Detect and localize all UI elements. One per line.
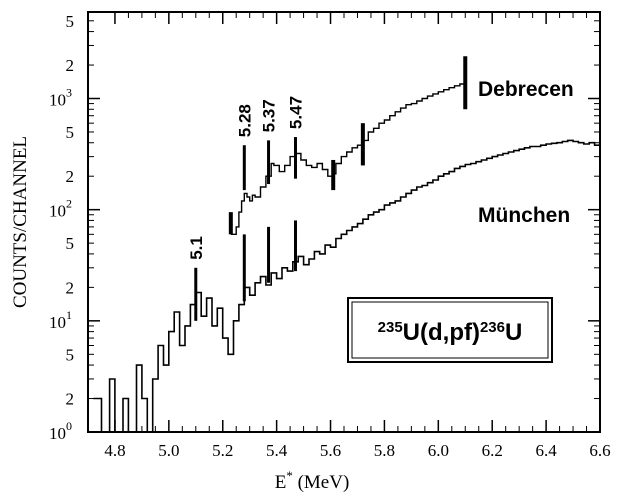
reaction-label-mass-out: 236 [480, 319, 505, 336]
series-label-debrecen: Debrecen [478, 78, 574, 101]
y-minor-label: 5 [66, 345, 75, 364]
reaction-label-end: U [505, 319, 522, 346]
x-tick-label: 5.0 [158, 441, 179, 460]
y-tick-labels: 100 101 102 103 2 5 2 5 2 5 2 5 [49, 12, 74, 443]
x-axis-title-unit: (MeV) [298, 472, 350, 493]
x-tick-labels: 4.8 5.0 5.2 5.4 5.6 5.8 6.0 6.2 6.4 6.6 [104, 441, 610, 460]
y-minor-label: 5 [66, 234, 75, 253]
x-tick-label: 6.2 [482, 441, 503, 460]
x-tick-label: 6.6 [589, 441, 610, 460]
reaction-label-main: U(d,pf) [403, 319, 480, 346]
peak-marker-label: 5.37 [260, 99, 279, 132]
reaction-label: 235U(d,pf)236U [378, 319, 523, 346]
y-decade-label: 103 [49, 86, 72, 110]
series-label-muenchen: München [478, 204, 570, 227]
y-decade-label: 100 [49, 419, 72, 443]
series-line-muenchen [93, 139, 601, 433]
y-minor-label: 5 [66, 123, 75, 142]
series-layer [93, 56, 601, 433]
x-axis-title: E* (MeV) [275, 468, 350, 493]
y-minor-label: 2 [66, 167, 75, 186]
y-decade-label: 101 [49, 308, 72, 332]
peak-marker-label: 5.1 [187, 236, 206, 260]
peak-marker-label: 5.28 [235, 104, 254, 137]
reaction-box: 235U(d,pf)236U [347, 297, 553, 363]
x-tick-label: 5.6 [320, 441, 341, 460]
x-axis-title-star: * [286, 468, 293, 483]
y-decade-label: 102 [49, 197, 72, 221]
peak-marker-label: 5.47 [286, 96, 305, 129]
reaction-label-mass-in: 235 [378, 319, 403, 336]
x-axis-title-symbol: E [275, 472, 287, 493]
y-minor-label: 5 [66, 12, 75, 31]
plot-frame [87, 11, 601, 433]
x-tick-label: 6.0 [428, 441, 449, 460]
series-line-debrecen [230, 80, 466, 235]
peak-markers: 5.1 5.28 5.37 5.47 [187, 96, 305, 321]
y-minor-label: 2 [66, 56, 75, 75]
y-minor-label: 2 [66, 390, 75, 409]
y-axis-title: COUNTS/CHANNEL [10, 136, 31, 308]
x-tick-label: 5.8 [374, 441, 395, 460]
x-tick-label: 5.4 [266, 441, 288, 460]
x-tick-label: 6.4 [535, 441, 557, 460]
x-tick-label: 4.8 [104, 441, 125, 460]
reaction-box-frame [347, 297, 553, 363]
y-minor-label: 2 [66, 278, 75, 297]
x-tick-label: 5.2 [212, 441, 233, 460]
